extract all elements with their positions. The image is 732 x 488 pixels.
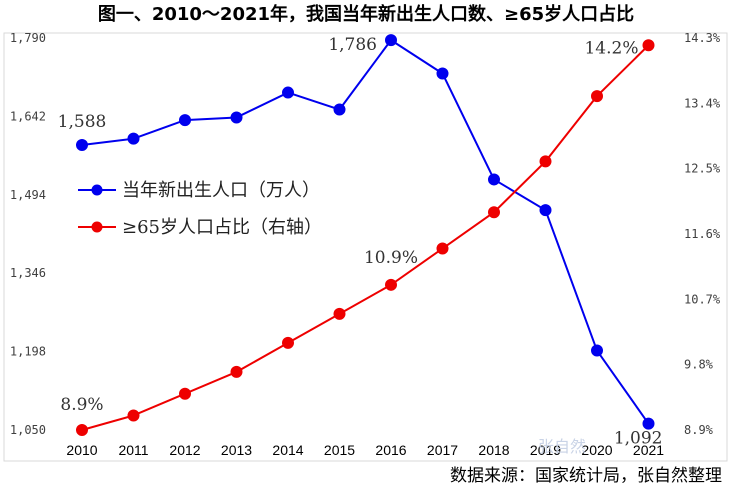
y-right-tick-label: 9.8% bbox=[684, 358, 714, 372]
y-right-tick-label: 12.5% bbox=[684, 162, 721, 176]
x-tick-label: 2013 bbox=[221, 442, 252, 458]
x-tick-label: 2021 bbox=[633, 442, 664, 458]
data-point-left bbox=[642, 417, 655, 430]
data-label: 1,588 bbox=[58, 112, 107, 132]
series-line-right bbox=[81, 44, 650, 431]
y-right-tick-label: 8.9% bbox=[684, 423, 714, 437]
legend-marker bbox=[91, 221, 103, 233]
data-point-right bbox=[127, 409, 140, 422]
data-point-right bbox=[282, 336, 294, 349]
data-point-right bbox=[642, 39, 655, 52]
data-point-right bbox=[385, 278, 397, 291]
data-point-right bbox=[76, 424, 88, 436]
x-tick-label: 2020 bbox=[581, 442, 612, 458]
data-point-right bbox=[333, 307, 346, 320]
data-point-left bbox=[282, 86, 294, 99]
data-point-left bbox=[488, 173, 500, 186]
data-point-left bbox=[230, 111, 243, 124]
x-tick-label: 2018 bbox=[478, 442, 509, 458]
x-tick-label: 2019 bbox=[530, 442, 561, 458]
y-left-tick-label: 1,198 bbox=[10, 345, 46, 359]
data-point-left bbox=[127, 132, 140, 145]
data-label: 8.9% bbox=[60, 395, 103, 415]
data-point-left bbox=[591, 344, 603, 357]
data-label: 1,786 bbox=[328, 35, 377, 55]
legend-label: 当年新出生人口（万人） bbox=[122, 180, 320, 201]
data-label: 10.9% bbox=[364, 248, 418, 268]
data-point-right bbox=[488, 206, 500, 219]
x-tick-label: 2014 bbox=[272, 442, 303, 458]
y-left-tick-label: 1,346 bbox=[10, 266, 46, 280]
y-right-tick-label: 13.4% bbox=[684, 96, 721, 110]
y-left-tick-label: 1,642 bbox=[10, 109, 46, 123]
chart-title: 图一、2010～2021年，我国当年新出生人口数、≥65岁人口占比 bbox=[97, 4, 635, 25]
watermark: 张自然 bbox=[538, 437, 587, 456]
data-point-left bbox=[385, 34, 397, 47]
data-point-left bbox=[179, 114, 191, 127]
data-point-right bbox=[539, 155, 552, 168]
chart-border bbox=[3, 32, 728, 462]
series-line-left bbox=[81, 38, 650, 425]
data-point-left bbox=[436, 67, 449, 80]
x-tick-label: 2015 bbox=[324, 442, 355, 458]
x-tick-label: 2016 bbox=[375, 442, 406, 458]
x-tick-label: 2010 bbox=[66, 442, 97, 458]
y-left-tick-label: 1,050 bbox=[10, 423, 46, 437]
data-point-left bbox=[76, 139, 88, 152]
y-left-tick-label: 1,494 bbox=[10, 188, 46, 202]
data-point-right bbox=[179, 387, 191, 400]
y-right-tick-label: 14.3% bbox=[684, 31, 721, 45]
y-right-tick-label: 11.6% bbox=[684, 227, 721, 241]
data-point-left bbox=[539, 204, 552, 217]
y-right-tick-label: 10.7% bbox=[684, 292, 721, 306]
data-point-right bbox=[230, 365, 243, 378]
y-left-tick-label: 1,790 bbox=[10, 31, 46, 45]
legend-marker bbox=[91, 184, 103, 196]
x-tick-label: 2011 bbox=[118, 442, 148, 458]
legend-label: ≥65岁人口占比（右轴） bbox=[122, 217, 322, 238]
source-note: 数据来源：国家统计局，张自然整理 bbox=[450, 466, 722, 486]
data-point-left bbox=[333, 103, 346, 116]
x-tick-label: 2017 bbox=[427, 442, 458, 458]
data-label: 14.2% bbox=[584, 38, 638, 58]
data-point-right bbox=[436, 242, 449, 255]
x-tick-label: 2012 bbox=[169, 442, 200, 458]
data-label: 1,092 bbox=[614, 429, 663, 449]
data-point-right bbox=[591, 90, 603, 103]
